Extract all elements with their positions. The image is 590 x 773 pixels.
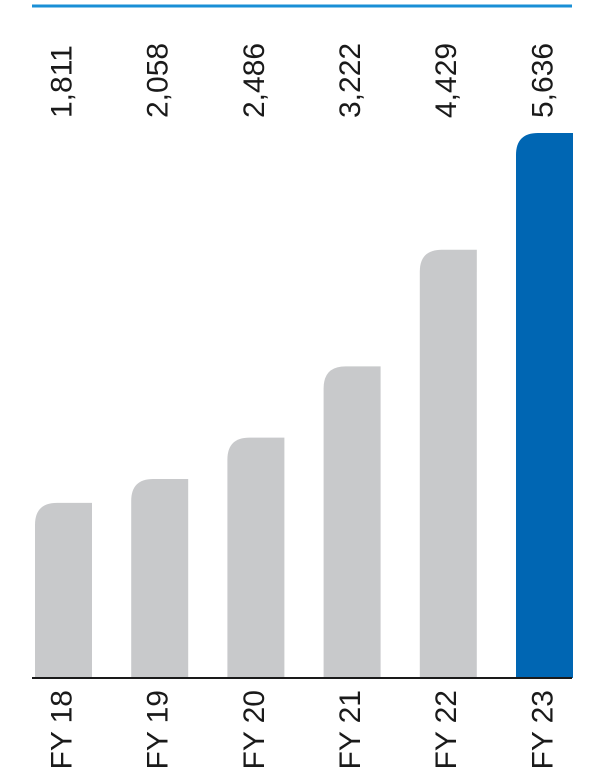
- bar-fy-21: [323, 366, 381, 678]
- bar-fy-19: [131, 478, 189, 678]
- bar-fy-18: [35, 502, 92, 678]
- bars-group: [35, 133, 573, 678]
- value-label: 5,636: [526, 43, 559, 118]
- value-labels-group: 1,811 2,058 2,486 3,222 4,429 5,636: [45, 43, 559, 118]
- x-tick-label: FY 23: [526, 690, 559, 770]
- x-tick-label: FY 19: [142, 690, 175, 770]
- x-tick-labels-group: FY 18 FY 19 FY 20 FY 21 FY 22 FY 23: [45, 690, 559, 770]
- value-label: 2,486: [238, 43, 271, 118]
- x-tick-label: FY 20: [238, 690, 271, 770]
- value-label: 1,811: [45, 45, 78, 118]
- x-tick-label: FY 22: [430, 690, 463, 770]
- value-label: 2,058: [142, 43, 175, 118]
- bar-fy-23: [516, 133, 573, 678]
- bar-fy-22: [419, 249, 477, 678]
- x-tick-label: FY 18: [45, 690, 78, 770]
- x-tick-label: FY 21: [334, 690, 367, 770]
- value-label: 4,429: [430, 43, 463, 118]
- bar-fy-20: [227, 437, 285, 678]
- value-label: 3,222: [334, 43, 367, 118]
